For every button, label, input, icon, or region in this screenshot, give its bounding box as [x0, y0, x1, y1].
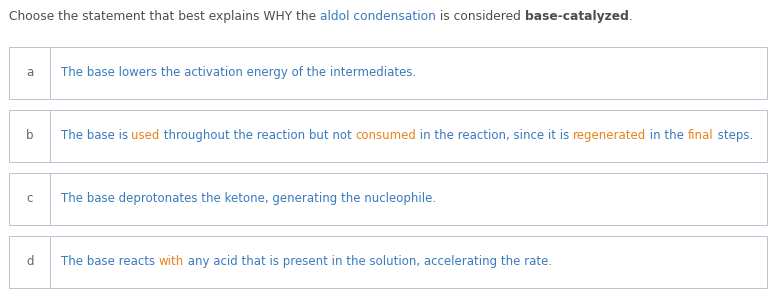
- FancyBboxPatch shape: [9, 110, 767, 162]
- FancyBboxPatch shape: [9, 46, 767, 99]
- Text: The base lowers the activation energy of the intermediates.: The base lowers the activation energy of…: [61, 66, 416, 79]
- Text: b: b: [26, 129, 33, 142]
- FancyBboxPatch shape: [9, 172, 767, 225]
- Text: d: d: [26, 255, 33, 268]
- Text: with: with: [158, 255, 184, 268]
- Text: The base reacts: The base reacts: [61, 255, 158, 268]
- Text: The base is: The base is: [61, 129, 131, 142]
- Text: steps.: steps.: [714, 129, 753, 142]
- Text: The base deprotonates the ketone, generating the nucleophile.: The base deprotonates the ketone, genera…: [61, 192, 435, 205]
- Text: in the reaction, since it is: in the reaction, since it is: [416, 129, 573, 142]
- Text: any acid that is present in the solution, accelerating the rate.: any acid that is present in the solution…: [184, 255, 552, 268]
- Text: used: used: [131, 129, 160, 142]
- Text: in the: in the: [646, 129, 688, 142]
- Text: c: c: [26, 192, 33, 205]
- FancyBboxPatch shape: [9, 236, 767, 288]
- Text: aldol condensation: aldol condensation: [320, 10, 436, 23]
- Text: consumed: consumed: [355, 129, 416, 142]
- Text: Choose the statement that best explains WHY the: Choose the statement that best explains …: [9, 10, 320, 23]
- Text: .: .: [629, 10, 632, 23]
- Text: a: a: [26, 66, 33, 79]
- Text: throughout the reaction but not: throughout the reaction but not: [160, 129, 355, 142]
- Text: final: final: [688, 129, 714, 142]
- Text: is considered: is considered: [436, 10, 525, 23]
- Text: base-catalyzed: base-catalyzed: [525, 10, 629, 23]
- Text: regenerated: regenerated: [573, 129, 646, 142]
